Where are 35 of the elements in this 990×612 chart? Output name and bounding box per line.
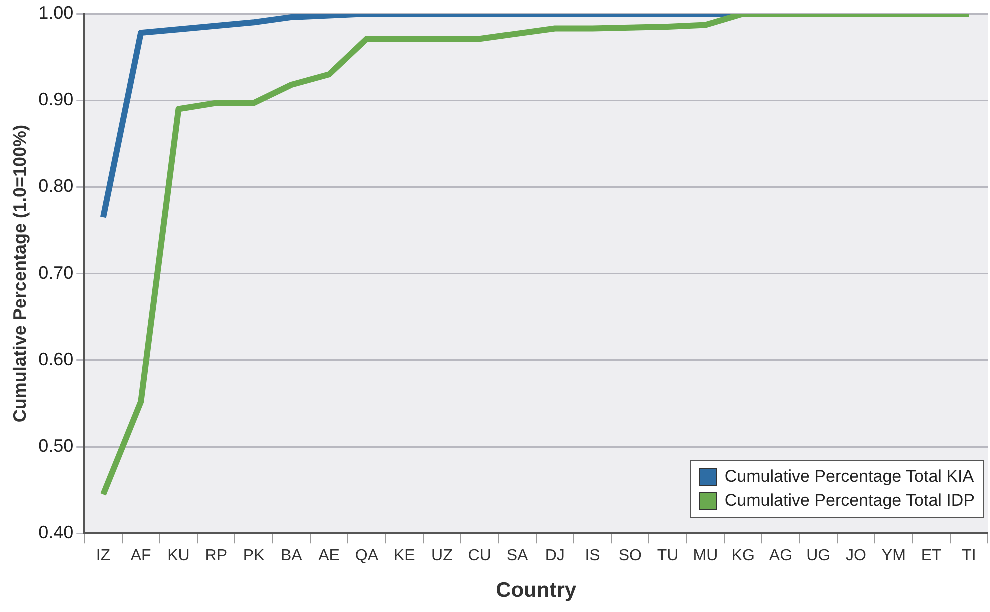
y-tick-label: 0.50 (38, 436, 74, 456)
y-tick-label: 0.70 (38, 262, 74, 283)
legend-label: Cumulative Percentage Total KIA (724, 467, 974, 487)
x-tick-label: IS (585, 548, 600, 565)
x-tick-label: KU (168, 548, 190, 565)
x-tick-label: YM (882, 548, 906, 565)
y-axis-title: Cumulative Percentage (1.0=100%) (10, 124, 30, 423)
x-tick-label: BA (280, 548, 303, 565)
y-tick-label: 0.90 (38, 90, 74, 110)
x-tick-label: JO (846, 548, 866, 565)
x-tick-label: SO (618, 548, 642, 565)
y-tick-label: 1.00 (38, 2, 74, 23)
x-axis-title: Country (496, 579, 577, 602)
x-tick-label: UG (806, 548, 831, 565)
x-tick-label: TI (962, 548, 976, 565)
x-tick-label: KE (394, 548, 416, 565)
x-tick-label: AG (769, 548, 793, 565)
x-tick-label: CU (468, 548, 492, 565)
x-tick-label: SA (506, 548, 528, 565)
x-tick-label: IZ (96, 548, 111, 565)
x-tick-label: PK (243, 548, 266, 565)
x-tick-label: KG (732, 548, 755, 565)
y-tick-label: 0.80 (38, 176, 74, 196)
x-tick-label: DJ (545, 548, 565, 565)
x-tick-label: TU (657, 548, 679, 565)
y-tick-label: 0.60 (38, 349, 74, 370)
y-tick-label: 0.40 (38, 522, 74, 543)
x-tick-label: QA (355, 548, 379, 565)
x-tick-label: AF (130, 548, 152, 565)
legend-label: Cumulative Percentage Total IDP (724, 491, 975, 511)
x-tick-label: UZ (432, 548, 454, 565)
x-tick-label: MU (693, 548, 718, 565)
x-tick-label: ET (921, 548, 942, 565)
x-tick-label: AE (318, 548, 340, 565)
x-tick-label: RP (205, 548, 228, 565)
